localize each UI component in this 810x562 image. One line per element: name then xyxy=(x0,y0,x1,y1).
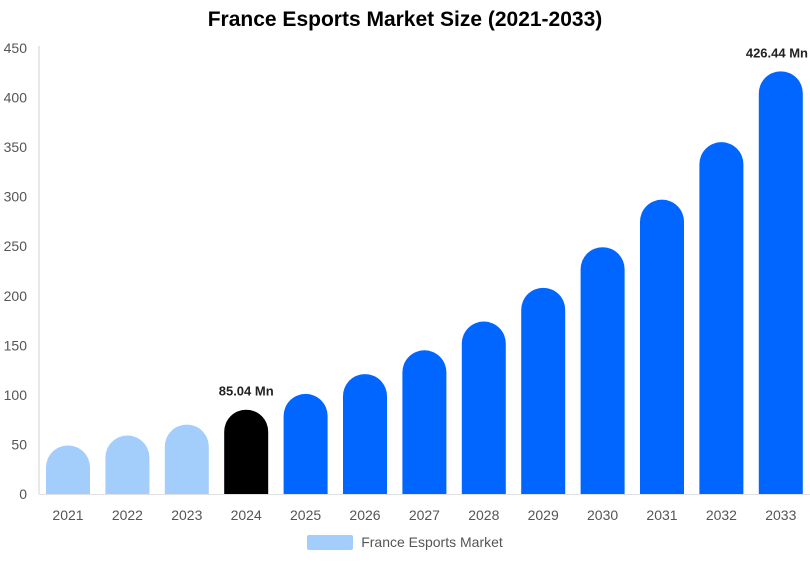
bar-2030 xyxy=(580,247,625,494)
data-label-2024: 85.04 Mn xyxy=(219,384,274,399)
bar-2021 xyxy=(46,445,90,494)
x-tick-label: 2025 xyxy=(290,507,321,523)
y-tick-label: 350 xyxy=(4,139,28,155)
bar-2023 xyxy=(164,424,209,494)
x-tick-label: 2030 xyxy=(587,507,618,523)
x-tick-label: 2029 xyxy=(528,507,559,523)
y-tick-label: 100 xyxy=(4,387,28,403)
x-tick-label: 2021 xyxy=(52,507,83,523)
x-tick-label: 2032 xyxy=(706,507,737,523)
x-tick-label: 2031 xyxy=(646,507,677,523)
bar-2025 xyxy=(283,393,328,494)
bar-2026 xyxy=(343,374,387,494)
bar-2029 xyxy=(521,287,566,494)
data-label-2033: 426.44 Mn xyxy=(746,45,808,60)
y-tick-label: 200 xyxy=(4,288,28,304)
x-tick-label: 2026 xyxy=(349,507,380,523)
bar-2022 xyxy=(105,435,150,494)
x-tick-label: 2033 xyxy=(765,507,796,523)
y-tick-label: 450 xyxy=(4,40,28,56)
x-tick-label: 2028 xyxy=(468,507,499,523)
legend-swatch xyxy=(307,534,354,550)
y-tick-label: 50 xyxy=(11,436,27,452)
bar-2028 xyxy=(461,321,506,494)
y-tick-label: 300 xyxy=(4,189,28,205)
chart-title: France Esports Market Size (2021-2033) xyxy=(207,8,603,31)
legend-label: France Esports Market xyxy=(361,534,503,550)
bar-2032 xyxy=(699,142,744,494)
y-tick-label: 400 xyxy=(4,90,28,106)
x-tick-label: 2022 xyxy=(112,507,143,523)
bar-2031 xyxy=(640,199,684,494)
x-tick-label: 2027 xyxy=(409,507,440,523)
bar-2027 xyxy=(402,350,447,494)
y-tick-label: 150 xyxy=(4,337,28,353)
bar-2024 xyxy=(224,409,269,494)
y-tick-label: 0 xyxy=(19,486,27,502)
bar-2033 xyxy=(758,71,803,494)
x-tick-label: 2023 xyxy=(171,507,202,523)
legend: France Esports Market xyxy=(0,534,810,550)
x-tick-label: 2024 xyxy=(231,507,262,523)
y-tick-label: 250 xyxy=(4,238,28,254)
